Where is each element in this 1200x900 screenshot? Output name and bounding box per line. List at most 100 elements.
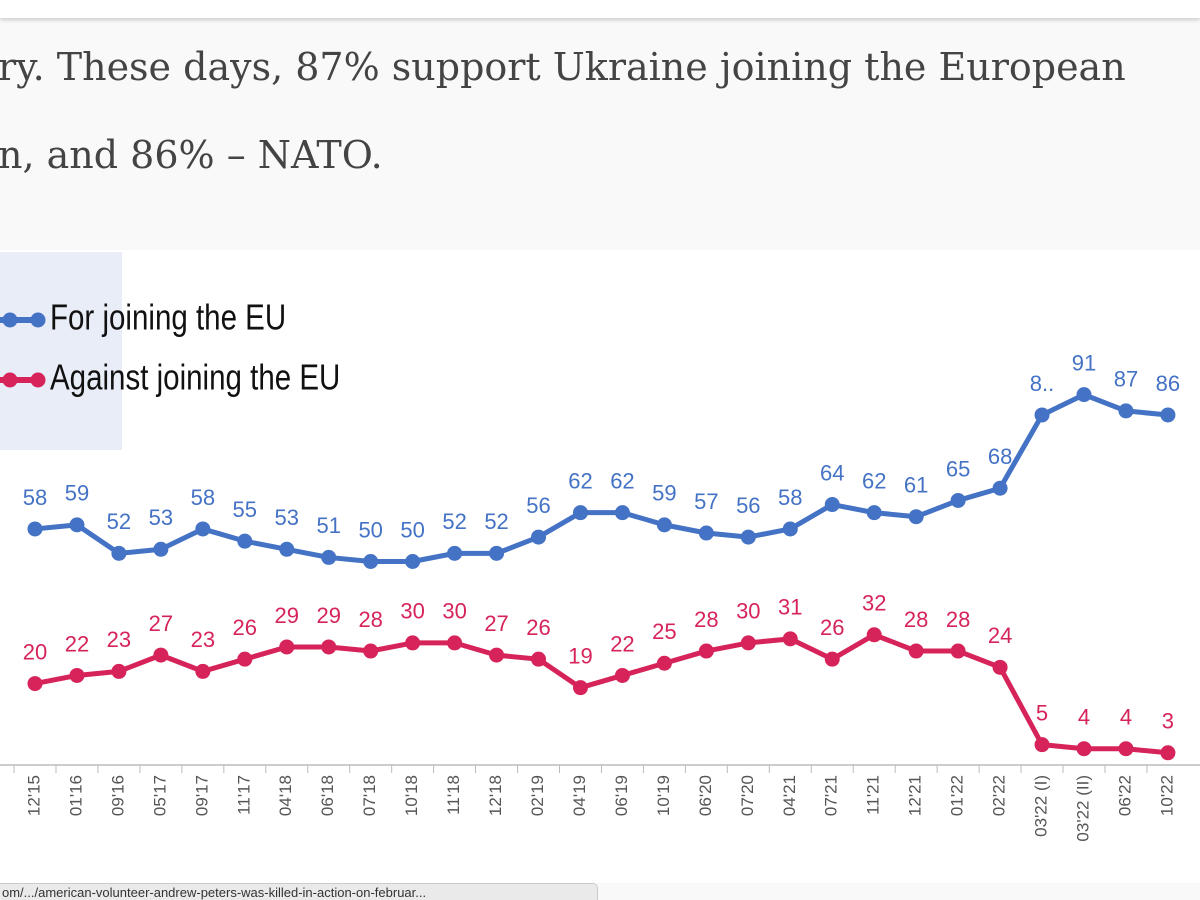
data-point (908, 643, 924, 659)
data-label: 55 (233, 497, 257, 522)
data-point (111, 545, 127, 561)
data-point (614, 505, 630, 521)
data-label: 8.. (1030, 371, 1054, 396)
x-tick-label: 06'22 (1115, 775, 1134, 816)
top-bar (0, 0, 1200, 18)
data-point (614, 667, 630, 683)
data-point (1118, 741, 1134, 757)
data-label: 29 (316, 603, 340, 628)
data-point (1118, 403, 1134, 419)
legend-marker (30, 372, 46, 388)
data-point (1076, 741, 1092, 757)
data-label: 26 (233, 615, 257, 640)
data-label: 32 (862, 591, 886, 616)
data-label: 23 (191, 627, 215, 652)
data-label: 58 (191, 485, 215, 510)
x-tick-label: 06'20 (696, 775, 715, 816)
data-label: 28 (946, 607, 970, 632)
data-label: 29 (275, 603, 299, 628)
data-point (321, 549, 337, 565)
data-point (489, 545, 505, 561)
x-tick-label: 11'18 (444, 775, 463, 815)
data-point (740, 529, 756, 545)
data-point (824, 497, 840, 513)
data-label: 4 (1078, 705, 1090, 730)
series-line (34, 392, 1169, 564)
data-label: 31 (778, 595, 802, 620)
data-label: 53 (149, 505, 173, 530)
data-point (69, 667, 85, 683)
data-label: 53 (275, 505, 299, 530)
x-tick-label: 05'17 (150, 775, 169, 816)
data-point (656, 655, 672, 671)
status-bar: om/.../american-volunteer-andrew-peters-… (0, 883, 598, 900)
x-tick-label: 07'20 (738, 775, 757, 816)
x-tick-label: 10'22 (1157, 775, 1176, 816)
data-label: 28 (904, 607, 928, 632)
data-point (489, 647, 505, 663)
legend-background (0, 252, 122, 450)
data-point (69, 517, 85, 533)
data-point (908, 509, 924, 525)
chart-background (0, 250, 1200, 883)
legend-marker (2, 312, 18, 328)
x-tick-label: 03'22 (II) (1073, 775, 1092, 842)
data-label: 61 (904, 473, 928, 498)
data-label: 26 (820, 615, 844, 640)
data-label: 25 (652, 619, 676, 644)
data-label: 91 (1072, 350, 1096, 375)
data-label: 87 (1114, 367, 1138, 392)
x-tick-label: 11'17 (234, 775, 253, 815)
x-tick-label: 07'21 (822, 775, 841, 816)
data-label: 30 (400, 599, 424, 624)
data-point (531, 651, 547, 667)
data-point (1076, 387, 1092, 403)
legend-marker (2, 372, 18, 388)
data-label: 52 (484, 509, 508, 534)
data-label: 62 (610, 468, 634, 493)
legend-label: For joining the EU (50, 297, 286, 337)
data-point (572, 505, 588, 521)
data-label: 3 (1162, 709, 1174, 734)
data-label: 27 (484, 611, 508, 636)
x-tick-label: 12'21 (906, 775, 925, 816)
data-label: 68 (988, 444, 1012, 469)
data-point (405, 554, 421, 569)
data-point (195, 521, 211, 537)
data-point (321, 639, 337, 655)
x-tick-label: 10'19 (654, 775, 673, 816)
data-label: 58 (23, 485, 47, 510)
legend-marker (30, 312, 46, 328)
data-point (782, 521, 798, 537)
data-point (1160, 745, 1176, 761)
data-point (824, 651, 840, 667)
x-tick-label: 12'15 (24, 775, 43, 816)
chart: 12'15 01'16 09'16 05'17 09'17 11'17 04'18 06'18… (0, 250, 1200, 883)
x-tick-label: 06'19 (612, 775, 631, 816)
data-label: 59 (65, 481, 89, 506)
data-point (698, 525, 714, 541)
data-label: 56 (526, 493, 550, 518)
data-point (1034, 407, 1050, 423)
x-tick-label: 04'19 (570, 775, 589, 816)
data-label: 86 (1156, 371, 1180, 396)
data-point (27, 521, 43, 537)
data-label: 65 (946, 456, 970, 481)
data-point (531, 529, 547, 545)
data-point (405, 635, 421, 651)
data-label: 50 (358, 517, 382, 542)
data-label: 27 (149, 611, 173, 636)
data-label: 57 (694, 489, 718, 514)
data-label: 23 (107, 627, 131, 652)
data-label: 51 (316, 513, 340, 538)
data-point (782, 631, 798, 647)
data-point (572, 680, 588, 696)
data-point (153, 647, 169, 663)
x-tick-label: 11'21 (864, 775, 883, 815)
data-point (866, 627, 882, 643)
x-tick-label: 07'18 (360, 775, 379, 816)
data-label: 56 (736, 493, 760, 518)
data-label: 22 (610, 631, 634, 656)
data-point (1160, 407, 1176, 423)
data-point (153, 541, 169, 557)
